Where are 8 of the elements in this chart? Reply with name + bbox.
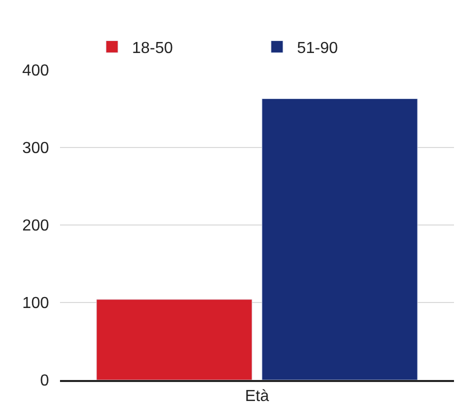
y-tick-label: 200 bbox=[22, 218, 50, 235]
legend-label: 51-90 bbox=[297, 40, 338, 57]
y-tick-label: 0 bbox=[40, 372, 50, 390]
y-tick-label: 100 bbox=[22, 295, 50, 312]
y-tick-label: 400 bbox=[22, 62, 50, 80]
legend-label: 18-50 bbox=[132, 40, 174, 57]
x-tick-label: Età bbox=[244, 388, 270, 406]
y-tick-label: 300 bbox=[22, 140, 50, 158]
